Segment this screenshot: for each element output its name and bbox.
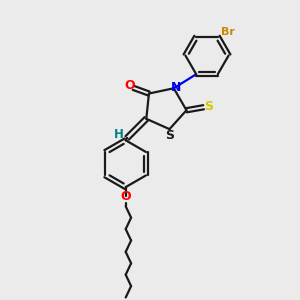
Text: H: H (114, 128, 124, 141)
Text: S: S (166, 129, 175, 142)
Text: Br: Br (221, 27, 235, 37)
Text: N: N (171, 81, 181, 94)
Text: O: O (120, 190, 131, 203)
Text: O: O (124, 79, 135, 92)
Text: S: S (205, 100, 214, 113)
